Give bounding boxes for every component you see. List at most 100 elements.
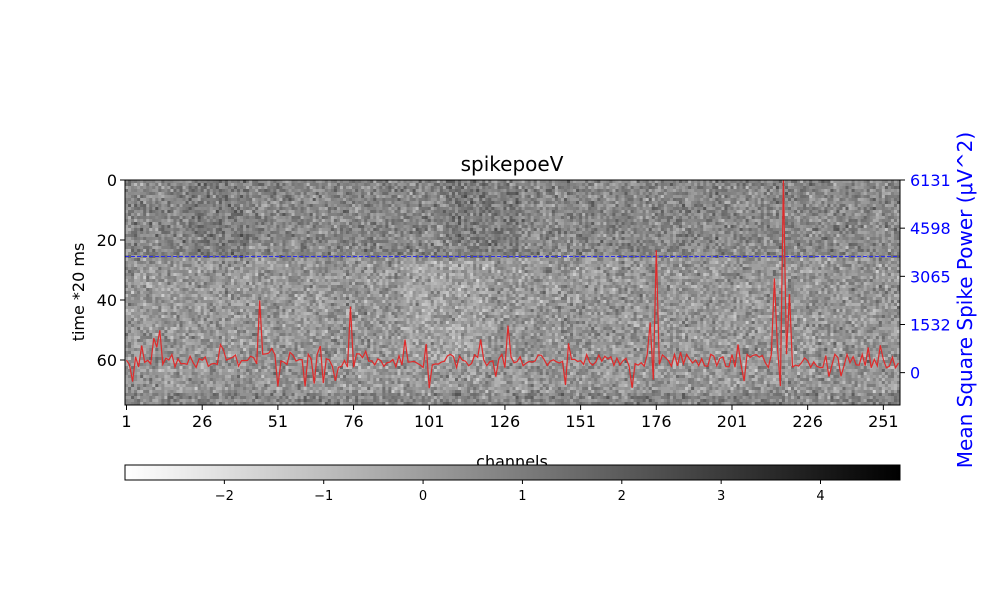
- heatmap-cell: [537, 198, 540, 201]
- heatmap-cell: [228, 195, 231, 198]
- heatmap-cell: [340, 186, 343, 189]
- heatmap-cell: [894, 216, 897, 219]
- heatmap-cell: [261, 192, 264, 195]
- heatmap-cell: [298, 216, 301, 219]
- heatmap-cell: [201, 192, 204, 195]
- heatmap-cell: [346, 216, 349, 219]
- heatmap-cell: [821, 216, 824, 219]
- heatmap-cell: [625, 204, 628, 207]
- heatmap-cell: [385, 225, 388, 228]
- heatmap-cell: [464, 219, 467, 222]
- heatmap-cell: [195, 207, 198, 210]
- heatmap-cell: [192, 219, 195, 222]
- heatmap-cell: [249, 225, 252, 228]
- heatmap-cell: [497, 210, 500, 213]
- heatmap-cell: [870, 180, 873, 183]
- heatmap-cell: [358, 201, 361, 204]
- heatmap-cell: [567, 180, 570, 183]
- heatmap-cell: [310, 183, 313, 186]
- heatmap-cell: [261, 183, 264, 186]
- heatmap-cell: [791, 183, 794, 186]
- heatmap-cell: [455, 186, 458, 189]
- heatmap-cell: [621, 186, 624, 189]
- heatmap-cell: [779, 222, 782, 225]
- heatmap-cell: [509, 225, 512, 228]
- heatmap-cell: [588, 198, 591, 201]
- heatmap-cell: [773, 195, 776, 198]
- heatmap-cell: [661, 189, 664, 192]
- heatmap-cell: [382, 207, 385, 210]
- heatmap-cell: [276, 192, 279, 195]
- heatmap-cell: [164, 186, 167, 189]
- heatmap-cell: [131, 189, 134, 192]
- heatmap-cell: [718, 180, 721, 183]
- heatmap-cell: [534, 201, 537, 204]
- heatmap-cell: [134, 207, 137, 210]
- heatmap-cell: [582, 210, 585, 213]
- heatmap-cell: [137, 189, 140, 192]
- heatmap-cell: [407, 198, 410, 201]
- heatmap-cell: [833, 216, 836, 219]
- heatmap-cell: [437, 210, 440, 213]
- heatmap-cell: [367, 195, 370, 198]
- heatmap-cell: [767, 216, 770, 219]
- heatmap-cell: [440, 207, 443, 210]
- heatmap-cell: [755, 201, 758, 204]
- heatmap-cell: [222, 204, 225, 207]
- heatmap-cell: [382, 225, 385, 228]
- heatmap-cell: [152, 219, 155, 222]
- heatmap-cell: [543, 204, 546, 207]
- heatmap-cell: [207, 183, 210, 186]
- heatmap-cell: [885, 213, 888, 216]
- heatmap-cell: [785, 198, 788, 201]
- heatmap-cell: [552, 198, 555, 201]
- heatmap-cell: [506, 198, 509, 201]
- heatmap-cell: [337, 204, 340, 207]
- heatmap-cell: [331, 216, 334, 219]
- heatmap-cell: [292, 210, 295, 213]
- heatmap-cell: [470, 222, 473, 225]
- heatmap-cell: [755, 192, 758, 195]
- heatmap-cell: [473, 183, 476, 186]
- heatmap-cell: [673, 207, 676, 210]
- heatmap-cell: [391, 198, 394, 201]
- heatmap-cell: [697, 189, 700, 192]
- heatmap-cell: [479, 216, 482, 219]
- heatmap-cell: [146, 216, 149, 219]
- heatmap-cell: [276, 210, 279, 213]
- heatmap-cell: [591, 189, 594, 192]
- heatmap-cell: [558, 222, 561, 225]
- heatmap-cell: [231, 219, 234, 222]
- heatmap-cell: [758, 225, 761, 228]
- heatmap-cell: [609, 219, 612, 222]
- heatmap-cell: [310, 213, 313, 216]
- heatmap-cell: [631, 192, 634, 195]
- heatmap-cell: [482, 219, 485, 222]
- heatmap-cell: [189, 189, 192, 192]
- heatmap-cell: [334, 204, 337, 207]
- heatmap-cell: [715, 201, 718, 204]
- heatmap-cell: [500, 219, 503, 222]
- heatmap-cell: [355, 183, 358, 186]
- heatmap-cell: [195, 183, 198, 186]
- heatmap-cell: [373, 213, 376, 216]
- heatmap-cell: [591, 222, 594, 225]
- heatmap-cell: [864, 222, 867, 225]
- heatmap-cell: [358, 192, 361, 195]
- heatmap-cell: [167, 225, 170, 228]
- heatmap-cell: [827, 180, 830, 183]
- heatmap-cell: [173, 210, 176, 213]
- heatmap-cell: [491, 192, 494, 195]
- heatmap-cell: [700, 183, 703, 186]
- heatmap-cell: [192, 195, 195, 198]
- heatmap-cell: [761, 213, 764, 216]
- heatmap-cell: [152, 183, 155, 186]
- heatmap-cell: [673, 222, 676, 225]
- heatmap-cell: [328, 183, 331, 186]
- heatmap-cell: [482, 216, 485, 219]
- heatmap-cell: [882, 207, 885, 210]
- heatmap-cell: [422, 219, 425, 222]
- heatmap-cell: [216, 180, 219, 183]
- heatmap-cell: [564, 207, 567, 210]
- heatmap-cell: [340, 225, 343, 228]
